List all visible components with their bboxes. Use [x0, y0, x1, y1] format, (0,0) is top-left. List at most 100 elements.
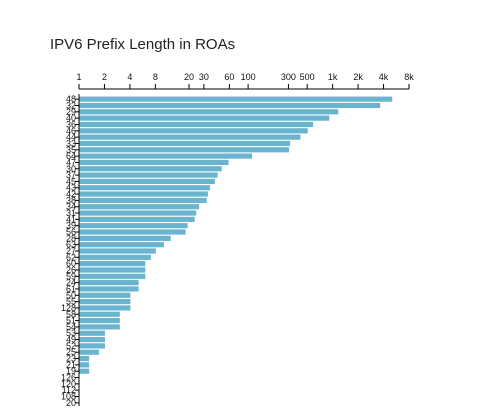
- bar-prefix-31: [79, 210, 197, 216]
- bar-prefix-36: [79, 121, 314, 128]
- bar-prefix-47: [79, 159, 229, 166]
- bar-prefix-19: [79, 368, 90, 374]
- bar-prefix-56: [79, 229, 186, 235]
- bar-prefix-24: [79, 280, 139, 286]
- y-tick-label: 36: [66, 119, 76, 129]
- y-tick-label: 56: [66, 227, 76, 237]
- bar-prefix-62: [79, 254, 151, 260]
- bar-prefix-41: [79, 216, 195, 222]
- x-tick-label: 1: [76, 72, 81, 82]
- bar-prefix-34: [79, 204, 200, 210]
- y-tick-label: 43: [66, 183, 76, 193]
- y-tick-label: 52: [66, 341, 76, 351]
- bar-prefix-38: [79, 197, 207, 203]
- x-tick-label: 30: [199, 72, 209, 82]
- bar-prefix-43: [79, 185, 211, 191]
- bar-prefix-64: [79, 153, 253, 159]
- y-tick-label: 48: [66, 94, 76, 104]
- bar-prefix-46: [79, 128, 308, 134]
- y-tick-label: 39: [66, 221, 76, 231]
- bar-prefix-53: [79, 330, 105, 336]
- bar-prefix-35: [79, 147, 289, 153]
- x-tick-label: 2: [102, 72, 107, 82]
- y-axis: 4832294036464433356447303745434238343141…: [61, 94, 80, 408]
- bar-prefix-54: [79, 324, 120, 330]
- bar-prefix-61: [79, 286, 139, 292]
- bar-prefix-51: [79, 317, 120, 324]
- bar-prefix-26: [79, 267, 146, 273]
- bar-prefix-29: [79, 109, 339, 115]
- x-tick-label: 60: [224, 72, 234, 82]
- bar-prefix-58: [79, 311, 120, 317]
- y-tick-label: 45: [66, 176, 76, 186]
- y-tick-label: 21: [66, 360, 76, 370]
- y-tick-label: 62: [66, 252, 76, 262]
- x-tick-label: 100: [241, 72, 256, 82]
- y-tick-label: 24: [66, 278, 76, 288]
- y-tick-label: 60: [66, 259, 76, 269]
- y-tick-label: 27: [66, 246, 76, 256]
- y-tick-label: 58: [66, 309, 76, 319]
- bar-prefix-25: [79, 349, 99, 355]
- y-tick-label: 23: [66, 354, 76, 364]
- y-tick-label: 33: [66, 138, 76, 148]
- bar-prefix-44: [79, 134, 301, 140]
- bar-prefix-28: [79, 235, 171, 241]
- x-tick-label: 8: [153, 72, 158, 82]
- x-tick-label: 2k: [353, 72, 363, 82]
- bar-prefix-37: [79, 172, 218, 178]
- y-tick-label: 120: [61, 379, 76, 389]
- x-tick-label: 1k: [328, 72, 338, 82]
- x-tick-label: 4k: [379, 72, 389, 82]
- bar-prefix-55: [79, 299, 131, 305]
- y-tick-label: 53: [66, 328, 76, 338]
- y-tick-label: 64: [66, 151, 76, 161]
- bar-prefix-45: [79, 178, 215, 185]
- y-tick-label: 59: [66, 271, 76, 281]
- y-tick-label: 61: [66, 284, 76, 294]
- chart-title: IPV6 Prefix Length in ROAs: [50, 36, 236, 53]
- y-tick-label: 108: [61, 392, 76, 402]
- y-tick-label: 128: [61, 303, 76, 313]
- bar-prefix-27: [79, 248, 156, 254]
- bar-prefix-42: [79, 191, 208, 197]
- x-axis: 1 2 4 8 20 30 60 100 300 500 1k 2k 4k 8k: [76, 72, 414, 90]
- y-tick-label: 42: [66, 189, 76, 199]
- y-tick-label: 40: [66, 113, 76, 123]
- x-tick-label: 8k: [404, 72, 414, 82]
- y-tick-label: 31: [66, 208, 76, 218]
- y-tick-label: 63: [66, 240, 76, 250]
- y-tick-label: 38: [66, 195, 76, 205]
- y-tick-label: 46: [66, 126, 76, 136]
- y-tick-label: 55: [66, 297, 76, 307]
- bar-prefix-49: [79, 336, 105, 343]
- y-tick-label: 26: [66, 265, 76, 275]
- bar-prefix-60: [79, 261, 146, 267]
- x-tick-label: 500: [300, 72, 315, 82]
- y-tick-label: 126: [61, 373, 76, 383]
- y-tick-label: 30: [66, 164, 76, 174]
- y-tick-label: 32: [66, 100, 76, 110]
- y-tick-label: 29: [66, 107, 76, 117]
- bar-prefix-23: [79, 355, 90, 362]
- bar-prefix-59: [79, 273, 146, 279]
- bar-prefix-50: [79, 292, 131, 298]
- y-tick-label: 25: [66, 347, 76, 357]
- y-tick-label: 50: [66, 290, 76, 300]
- bar-prefix-39: [79, 223, 188, 229]
- y-tick-label: 37: [66, 170, 76, 180]
- x-tick-label: 300: [281, 72, 296, 82]
- bars: [79, 96, 393, 374]
- bar-prefix-63: [79, 242, 165, 248]
- y-tick-label: 28: [66, 233, 76, 243]
- y-tick-label: 34: [66, 202, 76, 212]
- y-tick-label: 41: [66, 214, 76, 224]
- bar-prefix-21: [79, 362, 90, 368]
- y-tick-label: 19: [66, 366, 76, 376]
- y-tick-label: 49: [66, 335, 76, 345]
- bar-prefix-30: [79, 166, 222, 172]
- y-tick-label: 44: [66, 132, 76, 142]
- bar-prefix-48: [79, 96, 393, 102]
- bar-prefix-52: [79, 343, 105, 349]
